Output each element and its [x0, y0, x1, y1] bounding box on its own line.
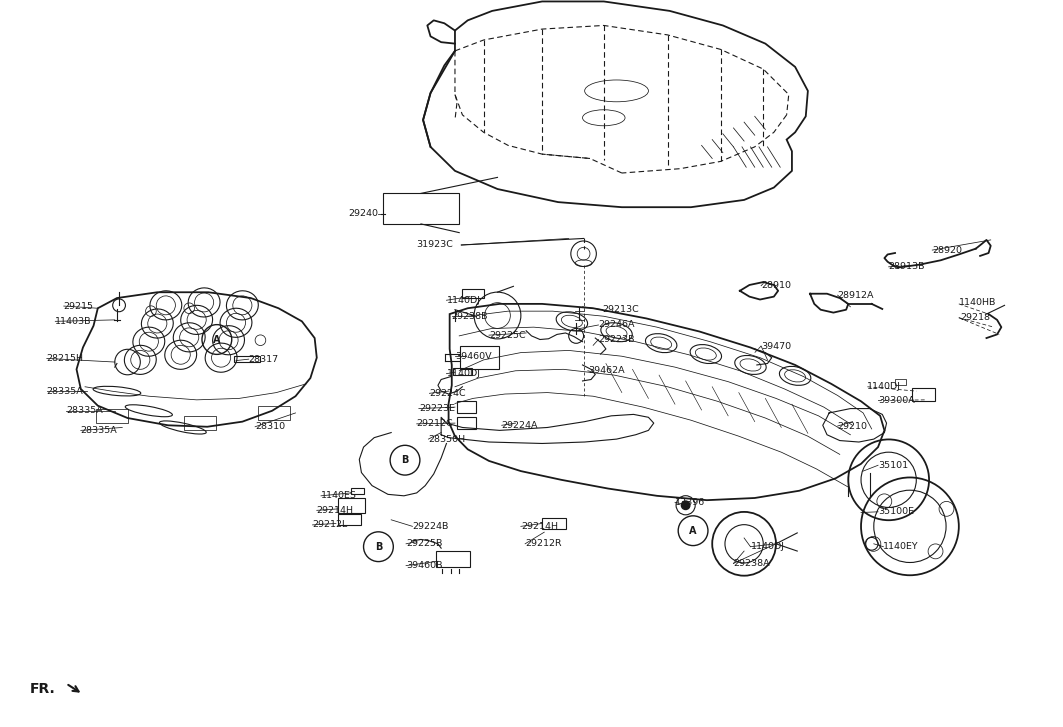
Text: 29214H: 29214H	[317, 506, 354, 515]
Text: 1140ES: 1140ES	[321, 491, 357, 500]
Text: B: B	[402, 455, 408, 465]
Text: 29224C: 29224C	[429, 389, 466, 398]
Text: 29224B: 29224B	[412, 522, 449, 531]
Bar	[462, 289, 484, 298]
Bar	[453, 368, 472, 375]
Text: 39462A: 39462A	[588, 366, 624, 375]
Bar	[258, 406, 290, 420]
Bar	[542, 518, 566, 529]
Text: 29215: 29215	[64, 302, 94, 310]
Text: 28913B: 28913B	[889, 262, 925, 271]
Bar	[460, 346, 499, 369]
Text: 31923C: 31923C	[417, 241, 454, 249]
Text: 29246A: 29246A	[598, 321, 635, 329]
Text: 35101: 35101	[878, 461, 908, 470]
Bar	[184, 416, 216, 430]
Text: 29240: 29240	[349, 209, 378, 218]
Bar	[457, 417, 476, 429]
Text: 29218: 29218	[960, 313, 990, 322]
Text: 1140HB: 1140HB	[959, 298, 996, 307]
Text: 29223E: 29223E	[419, 404, 455, 413]
Text: 29223B: 29223B	[598, 335, 635, 344]
Text: 1140DJ: 1140DJ	[446, 296, 480, 305]
Text: 29212L: 29212L	[313, 521, 348, 529]
Text: 39300A: 39300A	[878, 396, 915, 405]
Bar	[338, 498, 365, 513]
Text: 1140DJ: 1140DJ	[867, 382, 901, 391]
Text: 39460B: 39460B	[406, 561, 442, 570]
Text: B: B	[375, 542, 382, 552]
Text: FR.: FR.	[30, 682, 55, 696]
Text: 29238B: 29238B	[452, 312, 488, 321]
Text: 29224A: 29224A	[502, 421, 538, 430]
Text: 35100E: 35100E	[878, 507, 914, 516]
Text: 13396: 13396	[675, 498, 705, 507]
Text: 29214H: 29214H	[521, 522, 558, 531]
Text: 28350H: 28350H	[428, 435, 466, 443]
Bar	[895, 379, 906, 385]
Text: 29212C: 29212C	[417, 419, 453, 428]
Text: 28317: 28317	[249, 355, 279, 364]
Bar	[338, 514, 361, 525]
Text: 28912A: 28912A	[838, 291, 874, 300]
Bar	[383, 193, 459, 224]
Text: 1140DJ: 1140DJ	[750, 542, 784, 551]
Text: 29213C: 29213C	[603, 305, 640, 314]
Text: 29225B: 29225B	[406, 539, 442, 548]
Text: 28335A: 28335A	[66, 406, 103, 415]
Text: A: A	[213, 334, 221, 345]
Text: 29238A: 29238A	[733, 559, 770, 568]
Bar	[234, 356, 260, 362]
Text: 28310: 28310	[255, 422, 285, 431]
Text: 1140DJ: 1140DJ	[446, 369, 480, 378]
Text: 1140EY: 1140EY	[883, 542, 919, 551]
Text: 11403B: 11403B	[55, 317, 91, 326]
Text: 39470: 39470	[761, 342, 791, 350]
Text: 29225C: 29225C	[489, 331, 525, 340]
Text: 28910: 28910	[761, 281, 791, 290]
Bar	[436, 551, 470, 567]
Text: 29210: 29210	[838, 422, 867, 430]
Bar	[457, 401, 476, 413]
Text: 39460V: 39460V	[455, 352, 491, 361]
Bar	[96, 409, 128, 423]
Text: 28335A: 28335A	[81, 426, 118, 435]
Bar	[351, 488, 364, 494]
Text: 28920: 28920	[932, 246, 962, 254]
Text: 28215H: 28215H	[47, 354, 84, 363]
Bar	[912, 388, 935, 401]
Circle shape	[681, 501, 690, 510]
Text: 29212R: 29212R	[525, 539, 561, 548]
Text: A: A	[689, 526, 697, 536]
Text: 28335A: 28335A	[47, 387, 84, 395]
